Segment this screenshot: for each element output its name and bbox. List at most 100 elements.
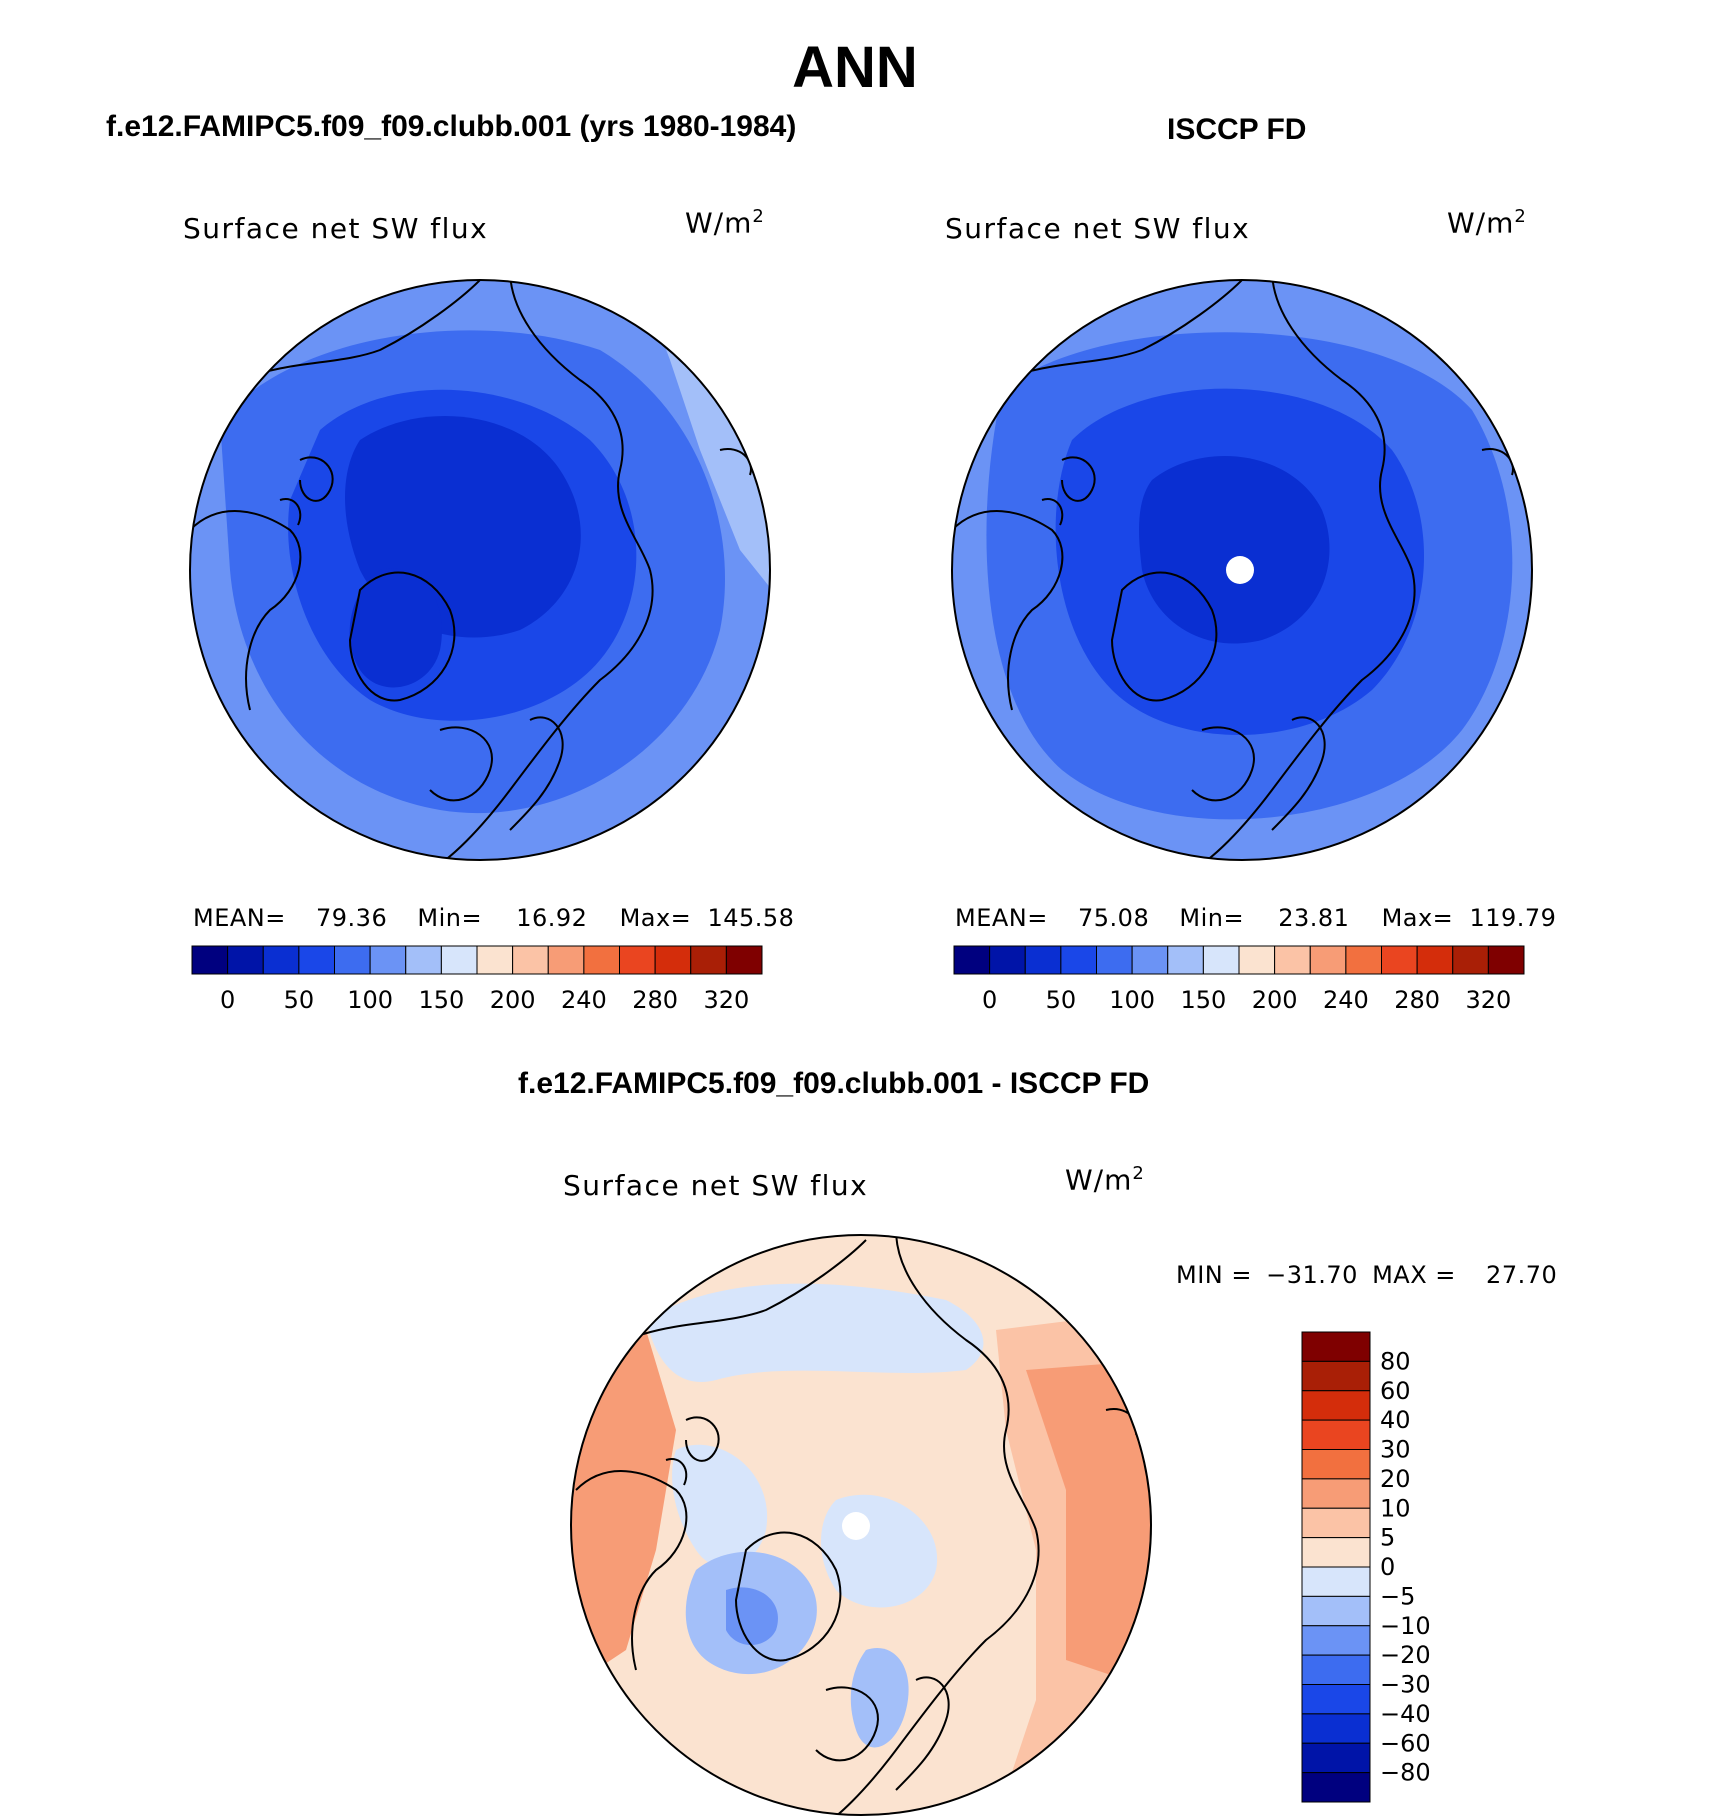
colorbar-tick-label: 200 [1252, 986, 1298, 1014]
colorbar-tick-label: 0 [1380, 1553, 1395, 1581]
diff-units-label: W/m2 [1065, 1163, 1145, 1197]
colorbar-box [1131, 945, 1169, 975]
colorbar-box [1301, 1419, 1371, 1450]
colorbar-box [1167, 945, 1204, 975]
colorbar-box [298, 945, 335, 975]
colorbar-box [1274, 945, 1311, 975]
colorbar-tick-label: 60 [1380, 1377, 1411, 1405]
colorbar-tick-label: −10 [1380, 1612, 1431, 1640]
obs-min-label: Min= [1179, 904, 1245, 932]
colorbar-box [690, 945, 727, 975]
obs-missing-pole [1226, 556, 1254, 584]
model-max-label: Max= [619, 904, 692, 932]
colorbar-tick-label: 240 [561, 986, 607, 1014]
colorbar-box [1301, 1625, 1371, 1656]
colorbar-box [1301, 1507, 1371, 1539]
colorbar-box [1452, 945, 1489, 975]
colorbar-box [1096, 945, 1133, 975]
obs-polar-map [951, 279, 1533, 861]
colorbar-tick-label: 5 [1380, 1524, 1395, 1552]
model-max-value: 145.58 [707, 904, 795, 932]
diff-map-boundary [570, 1234, 1152, 1816]
colorbar-tick-label: 0 [982, 986, 997, 1014]
colorbar-box [1487, 945, 1525, 975]
colorbar-box [405, 945, 442, 975]
diff-min-label: MIN = [1176, 1261, 1252, 1289]
diff-variable-label: Surface net SW flux [563, 1169, 869, 1202]
colorbar-box [583, 945, 620, 975]
colorbar-tick-label: 80 [1380, 1347, 1411, 1375]
colorbar-box [1301, 1595, 1371, 1627]
model-units-label: W/m2 [685, 206, 765, 240]
colorbar-tick-label: 50 [1046, 986, 1077, 1014]
colorbar-box [989, 945, 1026, 975]
colorbar-tick-label: 280 [1394, 986, 1440, 1014]
colorbar-tick-label: 200 [490, 986, 536, 1014]
colorbar-box [725, 945, 763, 975]
colorbar-box [1301, 1390, 1371, 1421]
colorbar-tick-label: 10 [1380, 1494, 1411, 1522]
diff-map-field-coolest-greenland [726, 1587, 778, 1645]
colorbar-box [1301, 1566, 1371, 1597]
diff-max-value: 27.70 [1486, 1261, 1558, 1289]
diff-run-title: f.e12.FAMIPC5.f09_f09.clubb.001 - ISCCP … [518, 1067, 1150, 1100]
colorbar-tick-label: −80 [1380, 1759, 1431, 1787]
colorbar-tick-label: −40 [1380, 1700, 1431, 1728]
colorbar-box [262, 945, 300, 975]
colorbar-tick-label: −60 [1380, 1729, 1431, 1757]
model-run-title: f.e12.FAMIPC5.f09_f09.clubb.001 (yrs 198… [106, 110, 797, 143]
colorbar-tick-label: 100 [1109, 986, 1155, 1014]
colorbar-box [440, 945, 478, 975]
colorbar-tick-label: −20 [1380, 1641, 1431, 1669]
colorbar-box [1301, 1684, 1371, 1715]
colorbar-tick-label: 50 [284, 986, 315, 1014]
model-map-greenland [349, 568, 442, 688]
colorbar-tick-label: 320 [1465, 986, 1511, 1014]
colorbar-box [1301, 1360, 1371, 1392]
obs-max-value: 119.79 [1469, 904, 1557, 932]
colorbar-box [953, 945, 991, 975]
colorbar-box [1345, 945, 1382, 975]
colorbar-box [1024, 945, 1062, 975]
obs-min-value: 23.81 [1278, 904, 1350, 932]
obs-max-label: Max= [1381, 904, 1454, 932]
obs-mean-value: 75.08 [1078, 904, 1150, 932]
colorbar-tick-label: −30 [1380, 1671, 1431, 1699]
model-mean-label: MEAN= [193, 904, 286, 932]
colorbar-tick-label: 40 [1380, 1406, 1411, 1434]
colorbar-box [1301, 1449, 1371, 1480]
colorbar-tick-label: 0 [220, 986, 235, 1014]
obs-map-boundary [951, 279, 1533, 861]
colorbar-tick-label: 280 [632, 986, 678, 1014]
diff-missing-pole [842, 1512, 870, 1540]
colorbar-box [654, 945, 692, 975]
colorbar-box [227, 945, 264, 975]
colorbar-box [619, 945, 656, 975]
colorbar-box [191, 945, 229, 975]
diff-map-field-cool-scandinavia [850, 1648, 909, 1748]
colorbar-box [1301, 1478, 1371, 1509]
obs-variable-label: Surface net SW flux [945, 212, 1251, 245]
colorbar-tick-label: 150 [1180, 986, 1226, 1014]
model-min-value: 16.92 [516, 904, 588, 932]
colorbar-box [1301, 1742, 1371, 1774]
diff-map-field-warmer-east [1026, 1360, 1151, 1690]
obs-stats: MEAN= 75.08 Min= 23.81 Max= 119.79 [955, 904, 1556, 932]
colorbar-box [1202, 945, 1240, 975]
model-min-label: Min= [417, 904, 483, 932]
colorbar-box [1060, 945, 1097, 975]
colorbar-box [1301, 1713, 1371, 1744]
colorbar-box [1381, 945, 1418, 975]
obs-run-title: ISCCP FD [1167, 113, 1307, 146]
colorbar-box [512, 945, 549, 975]
colorbar-box [369, 945, 407, 975]
obs-units-label: W/m2 [1447, 206, 1527, 240]
diff-map-field-cool-north [646, 1283, 984, 1382]
page-title: ANN [792, 35, 918, 100]
diff-stats: MIN = −31.70 MAX = 27.70 [1176, 1261, 1557, 1289]
model-colorbar: 0 50 100 150 200 240 280 320 [191, 945, 763, 1014]
colorbar-box [1301, 1772, 1371, 1803]
obs-mean-label: MEAN= [955, 904, 1048, 932]
colorbar-tick-label: 240 [1323, 986, 1369, 1014]
model-map-boundary [189, 279, 771, 861]
